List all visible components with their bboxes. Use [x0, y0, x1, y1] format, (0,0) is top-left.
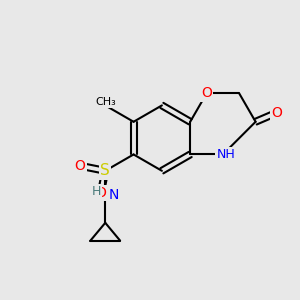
Text: O: O [75, 159, 86, 173]
Text: CH₃: CH₃ [95, 98, 116, 107]
Text: S: S [100, 163, 110, 178]
Text: O: O [271, 106, 282, 120]
Text: O: O [95, 186, 106, 200]
Text: NH: NH [217, 148, 235, 161]
Text: H: H [92, 185, 101, 198]
Text: N: N [109, 188, 119, 202]
Text: O: O [201, 86, 212, 100]
